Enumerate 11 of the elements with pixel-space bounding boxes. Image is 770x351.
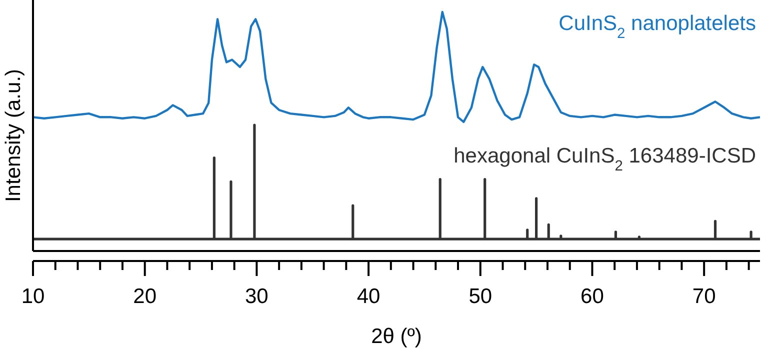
x-tick-label: 20 bbox=[133, 285, 157, 308]
series-label: CuInS$_{2}$ nanoplatelets bbox=[558, 12, 756, 42]
x-tick-label: 10 bbox=[21, 285, 45, 308]
series-label: hexagonal CuInS$_{2}$ 163489-ICSD bbox=[454, 144, 756, 175]
x-axis-title: 2θ (º) bbox=[371, 325, 422, 348]
x-tick-label: 70 bbox=[692, 285, 716, 308]
x-tick-label: 30 bbox=[245, 285, 268, 308]
y-axis-title: Intensity (a.u.) bbox=[2, 68, 25, 202]
x-tick-label: 40 bbox=[356, 285, 380, 308]
x-tick-label: 50 bbox=[468, 285, 492, 308]
x-tick-label: 60 bbox=[580, 285, 604, 308]
